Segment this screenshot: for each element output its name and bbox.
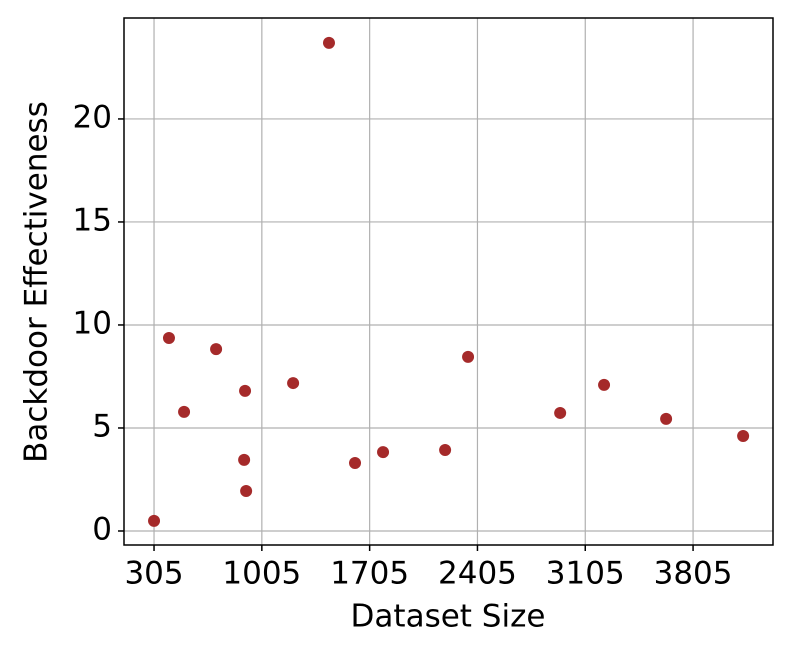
x-tick-label: 1705 [330, 556, 409, 592]
point [239, 384, 252, 397]
point [322, 36, 335, 49]
point [240, 485, 253, 498]
x-axis-label: Dataset Size [351, 599, 546, 635]
x-tick-label: 305 [124, 556, 183, 592]
point [210, 343, 223, 356]
y-tick-label: 20 [73, 99, 112, 135]
point [349, 457, 362, 470]
point [439, 444, 452, 457]
y-tick-label: 0 [92, 511, 112, 547]
point [598, 378, 611, 391]
point [238, 453, 251, 466]
point [462, 350, 475, 363]
y-tick-label: 10 [73, 305, 112, 341]
x-tick-label: 3805 [654, 556, 733, 592]
x-tick-label: 2405 [438, 556, 517, 592]
x-tick-label: 3105 [546, 556, 625, 592]
x-tick-label: 1005 [222, 556, 301, 592]
point [178, 405, 191, 418]
point [377, 446, 390, 459]
plot-frame [123, 17, 774, 546]
point [162, 331, 175, 344]
y-tick-label: 15 [73, 202, 112, 238]
y-axis-label: Backdoor Effectiveness [19, 101, 55, 463]
point [148, 514, 161, 527]
y-tick-label: 5 [92, 408, 112, 444]
point [737, 430, 750, 443]
point [660, 412, 673, 425]
point [554, 406, 567, 419]
point [287, 377, 300, 390]
